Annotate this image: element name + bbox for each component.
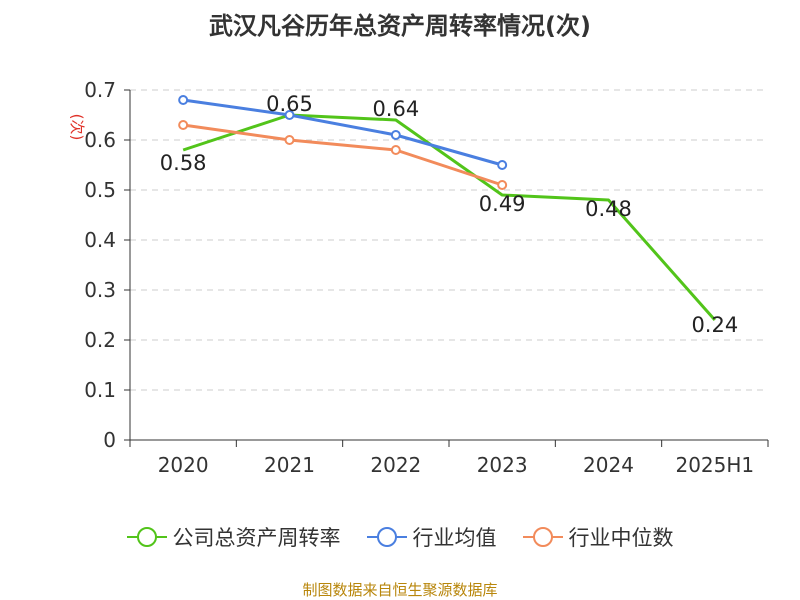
y-axis-label: (次) bbox=[68, 114, 86, 141]
legend: 公司总资产周转率 行业均值 行业中位数 bbox=[0, 520, 800, 554]
legend-item[interactable]: 行业均值 bbox=[366, 522, 497, 552]
data-label: 0.58 bbox=[160, 151, 207, 175]
data-point-series-1 bbox=[178, 95, 189, 105]
source-note: 制图数据来自恒生聚源数据库 bbox=[302, 581, 498, 599]
y-tick-label: 0.4 bbox=[84, 228, 116, 252]
y-tick-label: 0 bbox=[103, 428, 116, 452]
data-point-series-1 bbox=[390, 130, 401, 140]
y-tick-label: 0.1 bbox=[84, 378, 116, 402]
data-point-series-1 bbox=[284, 110, 295, 120]
data-point-series-1 bbox=[497, 160, 508, 170]
y-tick-label: 0.2 bbox=[84, 328, 116, 352]
legend-label: 行业中位数 bbox=[568, 526, 674, 550]
data-label: 0.49 bbox=[479, 192, 526, 216]
data-point-series-2 bbox=[390, 145, 401, 155]
axes: 0 0.1 0.2 0.3 0.4 0.5 0.6 0.7 2020 2021 2022 2023 20… bbox=[84, 78, 769, 477]
x-tick-label: 2025H1 bbox=[675, 453, 754, 477]
series-line-2 bbox=[182, 123, 503, 187]
data-point-series-2 bbox=[284, 135, 295, 145]
legend-item[interactable]: 公司总资产周转率 bbox=[126, 522, 341, 552]
x-tick-label: 2022 bbox=[370, 453, 421, 477]
data-label: 0.48 bbox=[585, 197, 632, 221]
data-point-series-2 bbox=[497, 180, 508, 190]
y-tick-label: 0.5 bbox=[84, 178, 116, 202]
legend-item[interactable]: 行业中位数 bbox=[522, 522, 674, 552]
legend-label: 行业均值 bbox=[412, 526, 497, 550]
grid-lines bbox=[130, 89, 768, 391]
series-line-1 bbox=[182, 98, 503, 167]
x-tick-label: 2023 bbox=[477, 453, 528, 477]
series-line-0 bbox=[182, 113, 716, 321]
y-tick-label: 0.6 bbox=[84, 128, 116, 152]
x-tick-label: 2020 bbox=[158, 453, 209, 477]
x-tick-label: 2021 bbox=[264, 453, 315, 477]
legend-swatch bbox=[366, 527, 407, 547]
data-point-series-2 bbox=[178, 120, 189, 130]
y-tick-label: 0.7 bbox=[84, 78, 116, 102]
data-label: 0.24 bbox=[691, 313, 738, 337]
data-labels: 0.58 0.65 0.64 0.49 0.48 0.24 bbox=[160, 92, 738, 337]
data-label: 0.64 bbox=[372, 97, 419, 121]
x-tick-label: 2024 bbox=[583, 453, 634, 477]
data-label: 0.65 bbox=[266, 92, 313, 116]
legend-swatch bbox=[522, 527, 563, 547]
y-tick-label: 0.3 bbox=[84, 278, 116, 302]
chart-title: 武汉凡谷历年总资产周转率情况(次) bbox=[209, 12, 591, 40]
legend-label: 公司总资产周转率 bbox=[172, 526, 341, 550]
legend-swatch bbox=[126, 527, 167, 547]
series-lines bbox=[178, 95, 716, 321]
